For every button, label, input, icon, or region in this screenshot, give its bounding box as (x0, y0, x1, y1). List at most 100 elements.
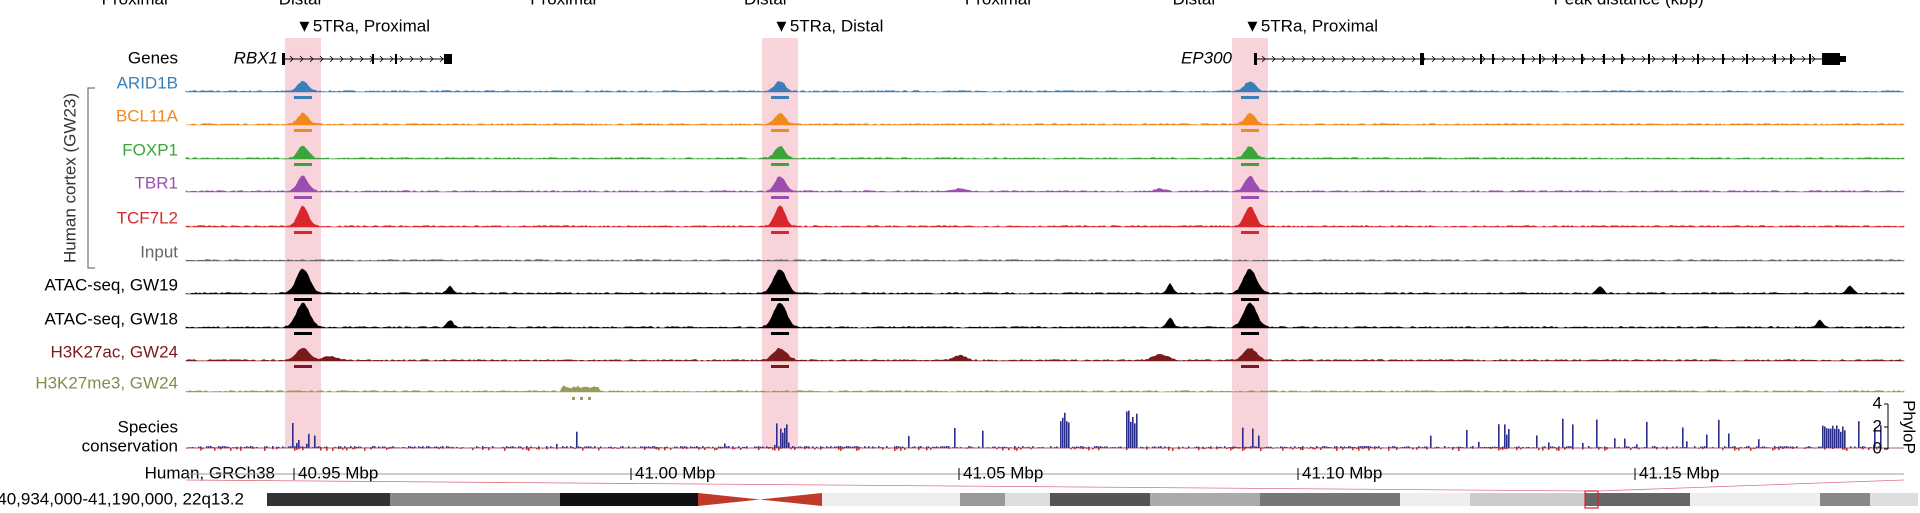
conservation-bar (660, 447, 662, 448)
conservation-bar (1628, 446, 1630, 448)
exon (1581, 54, 1583, 64)
conservation-neg (1876, 448, 1878, 450)
genome-tick-label: 40.95 Mbp (298, 463, 378, 482)
conservation-bar (1438, 446, 1440, 448)
conservation-bar (994, 446, 996, 448)
conservation-bar (608, 446, 610, 448)
conservation-bar (1596, 419, 1598, 448)
conservation-bar (1350, 446, 1352, 448)
conservation-bar (878, 446, 880, 448)
gene-arrow (1591, 55, 1596, 63)
conservation-neg (370, 448, 372, 450)
conservation-bar (692, 446, 694, 448)
conservation-neg (814, 448, 816, 450)
exon (444, 54, 452, 64)
conservation-bar (1844, 430, 1846, 448)
chrom-band (1400, 493, 1470, 506)
conservation-bar (514, 447, 516, 448)
conservation-bar (1746, 446, 1748, 448)
conservation-bar (1724, 446, 1726, 448)
conservation-neg (1380, 448, 1382, 450)
conservation-neg (1548, 448, 1550, 450)
gene-arrow (1311, 55, 1316, 63)
chrom-band (960, 493, 1005, 506)
conservation-bar (192, 446, 194, 448)
conservation-neg (1146, 448, 1148, 450)
conservation-bar (590, 446, 592, 448)
chrom-band (1470, 493, 1585, 506)
conservation-bar (1072, 446, 1074, 448)
conservation-neg (656, 448, 658, 450)
conservation-bar (1444, 446, 1446, 448)
conservation-bar (210, 446, 212, 448)
conservation-bar (1706, 434, 1708, 448)
conservation-bar (402, 447, 404, 448)
conservation-bar (934, 446, 936, 448)
conservation-bar (1826, 428, 1828, 448)
conservation-bar (1234, 446, 1236, 448)
conservation-bar (836, 446, 838, 448)
conservation-bar (1336, 446, 1338, 448)
conservation-neg (820, 448, 822, 450)
conservation-neg (716, 448, 718, 450)
conservation-neg (790, 448, 792, 450)
conservation-bar (282, 446, 284, 448)
conservation-bar (1158, 446, 1160, 448)
conservation-bar (1832, 425, 1834, 448)
conservation-bar (722, 446, 724, 448)
conservation-bar (576, 431, 578, 448)
conservation-bar (356, 446, 358, 448)
conservation-bar (1702, 446, 1704, 448)
conservation-bar (378, 446, 380, 448)
conservation-neg (1396, 448, 1398, 451)
conservation-bar (684, 446, 686, 448)
conservation-bar (1270, 446, 1272, 448)
conservation-neg (1216, 448, 1218, 450)
conservation-neg (1722, 448, 1724, 451)
conservation-bar (382, 446, 384, 448)
conservation-bar (766, 446, 768, 448)
conservation-neg (930, 448, 932, 450)
conservation-bar (786, 424, 788, 448)
conservation-bar (1232, 446, 1234, 448)
conservation-bar (566, 446, 568, 448)
gene-arrow (1641, 55, 1646, 63)
chrom-band (1690, 493, 1820, 506)
conservation-bar (448, 446, 450, 448)
conservation-neg (1300, 448, 1302, 451)
highlight (1232, 38, 1268, 448)
annotation: ▼5TRa, Proximal (296, 16, 430, 35)
conservation-bar (872, 446, 874, 448)
genome-tick-label: 41.15 Mbp (1639, 463, 1719, 482)
conservation-bar (484, 447, 486, 448)
conservation-neg (740, 448, 742, 450)
conservation-neg (780, 448, 782, 449)
conservation-bar (1492, 446, 1494, 448)
conservation-bar (920, 446, 922, 448)
conservation-bar (666, 446, 668, 448)
exon (1809, 54, 1811, 64)
conservation-bar (1178, 446, 1180, 448)
conservation-bar (1490, 446, 1492, 448)
gene-arrow (1501, 55, 1506, 63)
conservation-bar (724, 443, 726, 448)
conservation-bar (1860, 446, 1862, 448)
conservation-bar (1606, 447, 1608, 448)
conservation-neg (1736, 448, 1738, 450)
gene-arrow (1481, 55, 1486, 63)
conservation-bar (1508, 429, 1510, 448)
conservation-bar (1656, 446, 1658, 448)
exon (1648, 54, 1650, 64)
exon (1621, 54, 1623, 64)
conservation-bar (1160, 446, 1162, 448)
conservation-neg (1862, 448, 1864, 450)
conservation-bar (1198, 446, 1200, 448)
conservation-neg (1490, 448, 1492, 450)
peak-call (1241, 96, 1259, 99)
conservation-bar (1042, 446, 1044, 448)
conservation-bar (1366, 446, 1368, 448)
conservation-bar (842, 446, 844, 448)
conservation-bar (1376, 446, 1378, 448)
conservation-neg (482, 448, 484, 450)
gene-arrow (1751, 55, 1756, 63)
